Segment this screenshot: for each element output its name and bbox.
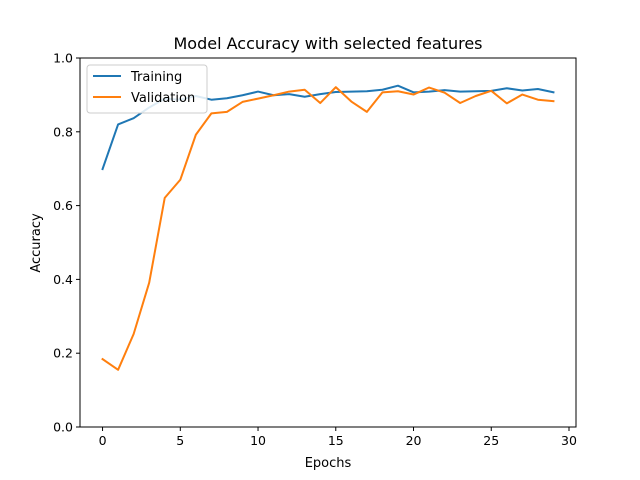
x-axis-label: Epochs: [305, 456, 352, 471]
x-axis-ticks: 0 5 10 15 20 25 30: [99, 427, 577, 448]
y-axis-label: Accuracy: [29, 213, 44, 273]
chart-title: Model Accuracy with selected features: [173, 34, 482, 53]
y-tick-label: 0.2: [53, 346, 73, 361]
y-tick-label: 0.8: [53, 124, 73, 139]
y-tick-label: 0.6: [53, 198, 73, 213]
x-tick-label: 0: [99, 433, 107, 448]
series-line-validation: [101, 86, 555, 371]
legend-label-training: Training: [130, 70, 182, 85]
y-axis-ticks: 0.0 0.2 0.4 0.6 0.8 1.0: [53, 51, 80, 435]
x-tick-label: 10: [250, 433, 266, 448]
legend: Training Validation: [86, 64, 208, 114]
x-tick-label: 30: [561, 433, 577, 448]
x-tick-label: 20: [406, 433, 422, 448]
y-tick-label: 0.4: [53, 272, 73, 287]
x-tick-label: 25: [483, 433, 499, 448]
x-tick-label: 15: [328, 433, 344, 448]
plot-frame: [79, 57, 577, 428]
y-tick-label: 1.0: [53, 51, 73, 66]
y-tick-label: 0.0: [53, 420, 73, 435]
legend-label-validation: Validation: [131, 91, 195, 106]
x-tick-label: 5: [176, 433, 184, 448]
